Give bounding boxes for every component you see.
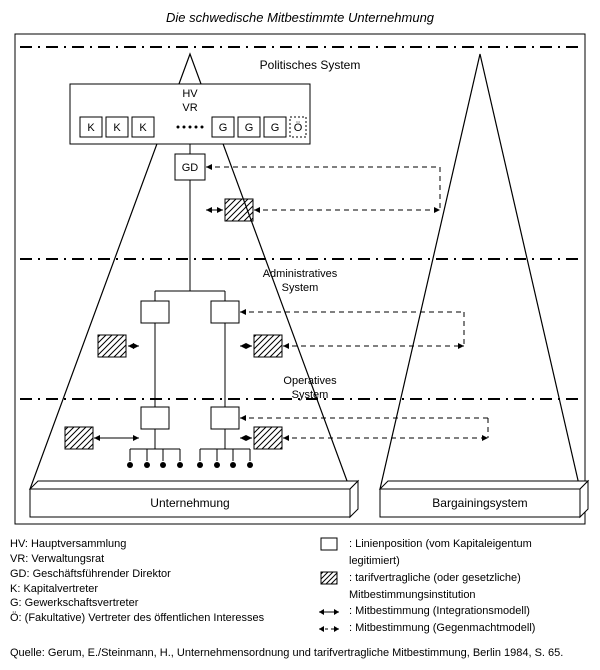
label-unternehmung: Unternehmung — [150, 496, 229, 510]
legend-vr: VR: Verwaltungsrat — [10, 552, 285, 567]
k-boxes: K K K — [80, 117, 154, 137]
label-vr: VR — [182, 102, 197, 114]
fan-right — [197, 429, 253, 468]
legend: HV: Hauptversammlung VR: Verwaltungsrat … — [10, 537, 590, 638]
legend-r2b: Mitbestimmungsinstitution — [349, 588, 476, 603]
label-bargaining: Bargainingsystem — [432, 496, 527, 510]
label-admin2: System — [282, 282, 319, 294]
label-oper2: System — [292, 389, 329, 401]
diagram-title: Die schwedische Mitbestimmte Unternehmun… — [10, 10, 590, 25]
fan-left — [127, 429, 183, 468]
legend-g: G: Gewerkschaftsvertreter — [10, 596, 285, 611]
source-line: Quelle: Gerum, E./Steinmann, H., Unterne… — [10, 646, 590, 660]
legend-r2a: : tarifvertragliche (oder gesetzliche) — [349, 571, 521, 586]
legend-r1b: legitimiert) — [349, 554, 400, 569]
legend-k: K: Kapitalvertreter — [10, 582, 285, 597]
legend-right: : Linienposition (vom Kapitaleigentum le… — [315, 537, 590, 638]
svg-text:G: G — [219, 122, 228, 134]
svg-text:K: K — [139, 122, 147, 134]
label-admin1: Administratives — [263, 268, 338, 280]
label-politisches: Politisches System — [260, 58, 361, 72]
svg-text:G: G — [271, 122, 280, 134]
label-hv: HV — [182, 88, 198, 100]
legend-r4: : Mitbestimmung (Gegenmachtmodell) — [349, 621, 535, 636]
legend-o: Ö: (Fakultative) Vertreter des öffentlic… — [10, 611, 285, 626]
diagram-frame: Die schwedische Mitbestimmte Unternehmun… — [10, 10, 590, 660]
label-oper1: Operatives — [283, 375, 337, 387]
legend-gd: GD: Geschäftsführender Direktor — [10, 567, 285, 582]
diagram-svg: Unternehmung Bargainingsystem Politische… — [10, 29, 590, 529]
svg-text:Ö: Ö — [294, 122, 303, 134]
label-gd: GD — [182, 162, 199, 174]
svg-text:K: K — [87, 122, 95, 134]
legend-left: HV: Hauptversammlung VR: Verwaltungsrat … — [10, 537, 285, 638]
svg-text:G: G — [245, 122, 254, 134]
legend-r1a: : Linienposition (vom Kapitaleigentum — [349, 537, 532, 552]
legend-hv: HV: Hauptversammlung — [10, 537, 285, 552]
svg-text:K: K — [113, 122, 121, 134]
g-boxes: G G G Ö — [212, 117, 306, 137]
legend-r3: : Mitbestimmung (Integrationsmodell) — [349, 604, 530, 619]
